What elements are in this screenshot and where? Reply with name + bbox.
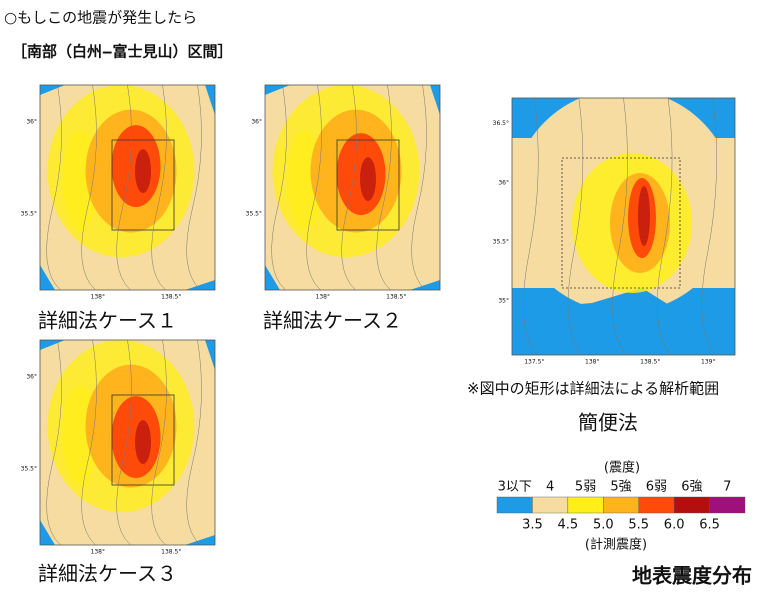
border <box>411 85 427 290</box>
zone <box>638 186 650 246</box>
legend-class: 7 <box>723 480 731 495</box>
map-label: 簡便法 <box>578 411 638 435</box>
zone <box>360 157 376 202</box>
legend-title: (震度) <box>604 460 640 476</box>
map <box>265 85 440 290</box>
border <box>186 85 202 290</box>
legend-unit: (計測震度) <box>585 537 647 553</box>
border <box>151 85 167 290</box>
header-section: ［南部（白州‒富士見山）区間］ <box>12 43 232 61</box>
map-x-tick: 139° <box>701 359 715 366</box>
legend-class: 4 <box>546 480 554 495</box>
legend-swatch <box>496 496 533 514</box>
map-y-tick: 35.5° <box>246 211 262 218</box>
map-y-tick: 36.5° <box>493 120 509 127</box>
border <box>81 340 97 545</box>
border <box>701 98 717 355</box>
coast <box>512 288 735 355</box>
map-x-tick: 138° <box>91 549 105 556</box>
legend-boundary: 5.0 <box>593 518 614 533</box>
map-x-tick: 138° <box>316 294 330 301</box>
map-frame <box>511 97 736 356</box>
legend-class: 3以下 <box>498 480 532 495</box>
map-y-tick: 35.5° <box>21 466 37 473</box>
legend-swatch <box>532 496 569 514</box>
map-x-tick: 138.5° <box>640 359 660 366</box>
border <box>46 340 62 545</box>
legend-swatch <box>603 496 639 514</box>
analysis-box <box>111 394 175 486</box>
map-x-tick: 138.5° <box>161 549 181 556</box>
border <box>523 98 539 355</box>
map-y-tick: 36° <box>26 118 37 125</box>
map-y-tick: 35° <box>498 298 509 305</box>
legend-swatch <box>709 496 746 514</box>
border <box>612 98 628 355</box>
border <box>271 85 287 290</box>
legend-boundary: 3.5 <box>522 518 543 533</box>
border <box>306 85 322 290</box>
header-line: ○もしこの地震が発生したら <box>4 9 197 27</box>
legend-boundary: 4.5 <box>558 518 579 533</box>
legend-class: 5強 <box>610 480 631 495</box>
border <box>151 340 167 545</box>
map-label: 詳細法ケース２ <box>263 309 402 333</box>
border <box>81 85 97 290</box>
map <box>40 340 215 545</box>
footer: 地表震度分布 <box>632 564 752 588</box>
map-y-tick: 36° <box>498 179 509 186</box>
map-frame <box>264 84 441 291</box>
border <box>567 98 584 355</box>
border <box>341 85 357 290</box>
border <box>116 85 132 290</box>
legend-swatch <box>638 496 675 514</box>
map-y-tick: 36° <box>251 118 262 125</box>
map-label: 詳細法ケース３ <box>38 562 177 586</box>
map-frame <box>39 339 216 546</box>
border <box>656 98 673 355</box>
note: ※図中の矩形は詳細法による解析範囲 <box>467 380 719 398</box>
zone <box>135 420 151 465</box>
border <box>186 340 202 545</box>
map-label: 詳細法ケース１ <box>38 309 177 333</box>
map-x-tick: 138.5° <box>161 294 181 301</box>
zone <box>135 149 151 194</box>
legend-class: 5弱 <box>575 480 596 495</box>
border <box>376 85 392 290</box>
map-x-tick: 137.5° <box>524 359 544 366</box>
legend-class: 6強 <box>681 480 702 495</box>
legend-boundary: 5.5 <box>628 518 649 533</box>
analysis-box <box>336 139 400 231</box>
border <box>116 340 132 545</box>
legend-boundary: 6.5 <box>699 518 720 533</box>
map <box>512 98 735 355</box>
legend-swatch <box>673 496 710 514</box>
map-x-tick: 138° <box>91 294 105 301</box>
legend-swatch <box>567 496 604 514</box>
map-y-tick: 35.5° <box>21 211 37 218</box>
border <box>46 85 62 290</box>
analysis-box <box>111 139 175 231</box>
legend-class: 6弱 <box>646 480 667 495</box>
map <box>40 85 215 290</box>
map-frame <box>39 84 216 291</box>
map-x-tick: 138.5° <box>386 294 406 301</box>
legend-boundary: 6.0 <box>664 518 685 533</box>
map-y-tick: 36° <box>26 373 37 380</box>
map-x-tick: 138° <box>585 359 599 366</box>
map-y-tick: 35.5° <box>493 238 509 245</box>
